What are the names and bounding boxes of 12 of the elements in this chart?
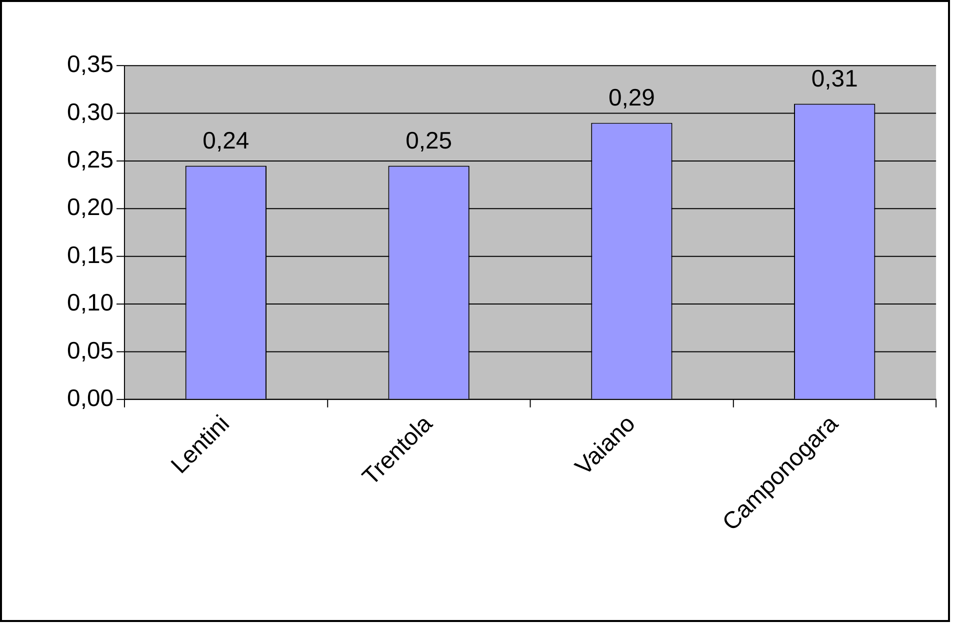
- y-tick-label: 0,25: [67, 146, 114, 174]
- y-tick-label: 0,00: [67, 385, 114, 412]
- data-label: 0,31: [811, 66, 858, 92]
- y-tick-label: 0,30: [67, 98, 114, 126]
- y-tick-label: 0,15: [67, 242, 114, 269]
- y-tick-label: 0,10: [67, 290, 114, 317]
- y-tick-label: 0,20: [67, 194, 114, 222]
- data-label: 0,24: [202, 128, 250, 154]
- y-tick-label: 0,05: [67, 337, 114, 364]
- data-label: 0,25: [406, 128, 452, 154]
- data-label: 0,29: [608, 84, 655, 112]
- y-tick-label: 0,35: [67, 51, 114, 78]
